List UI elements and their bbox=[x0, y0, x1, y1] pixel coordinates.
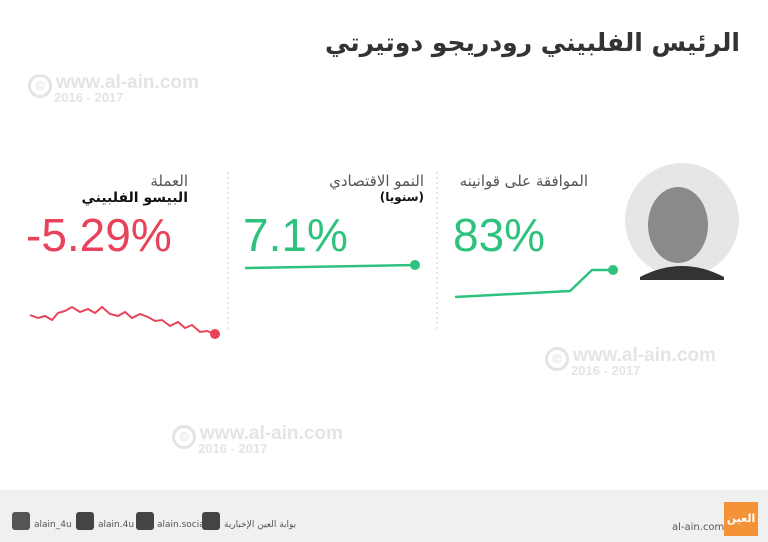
watermark: © www.al-ain.com 2016 - 2017 bbox=[172, 423, 343, 456]
watermark-site: www.al-ain.com bbox=[200, 423, 343, 444]
youtube-handle[interactable]: بوابة العين الإخبارية bbox=[224, 520, 297, 530]
panel-value: 7.1% bbox=[243, 209, 348, 261]
watermark-years: 2016 - 2017 bbox=[198, 441, 268, 456]
instagram-icon[interactable] bbox=[76, 512, 94, 530]
watermark-site: www.al-ain.com bbox=[573, 345, 716, 366]
panel-sublabel: (سنويا) bbox=[379, 190, 424, 204]
watermark-years: 2016 - 2017 bbox=[571, 363, 641, 378]
panel-sublabel: البيسو الفلبيني bbox=[81, 190, 188, 206]
twitter-handle[interactable]: alain_4u bbox=[34, 520, 72, 530]
panel-value: -5.29% bbox=[26, 209, 172, 261]
panel-label: العملة bbox=[150, 172, 188, 190]
graphics bbox=[29, 163, 739, 339]
instagram-handle[interactable]: alain.4u bbox=[98, 520, 135, 530]
sparkline-end bbox=[608, 265, 618, 275]
portrait-face bbox=[648, 187, 708, 263]
growth-sparkline bbox=[244, 263, 416, 270]
twitter-icon[interactable] bbox=[12, 512, 30, 530]
youtube-icon[interactable] bbox=[202, 512, 220, 530]
footer-site[interactable]: al-ain.com bbox=[672, 522, 725, 533]
sparkline-end bbox=[410, 260, 420, 270]
watermark: © www.al-ain.com 2016 - 2017 bbox=[545, 345, 716, 378]
logo: العين bbox=[724, 502, 758, 536]
watermark-years: 2016 - 2017 bbox=[54, 90, 124, 105]
panel-value: 83% bbox=[453, 209, 546, 261]
panel-label: النمو الاقتصادي bbox=[329, 172, 424, 190]
currency-sparkline bbox=[29, 305, 216, 335]
facebook-icon[interactable] bbox=[136, 512, 154, 530]
watermark: © www.al-ain.com 2016 - 2017 bbox=[28, 72, 199, 105]
panel-label: الموافقة على قوانينه bbox=[459, 172, 588, 190]
footer: alain_4u alain.4u alain.social بوابة الع… bbox=[0, 490, 768, 542]
facebook-handle[interactable]: alain.social bbox=[157, 520, 208, 530]
title: الرئيس الفلبيني رودريجو دوتيرتي bbox=[324, 28, 740, 57]
sparkline-end bbox=[210, 329, 220, 339]
portrait-shoulders bbox=[640, 266, 724, 280]
watermark-site: www.al-ain.com bbox=[56, 72, 199, 93]
approval-sparkline bbox=[454, 268, 613, 299]
